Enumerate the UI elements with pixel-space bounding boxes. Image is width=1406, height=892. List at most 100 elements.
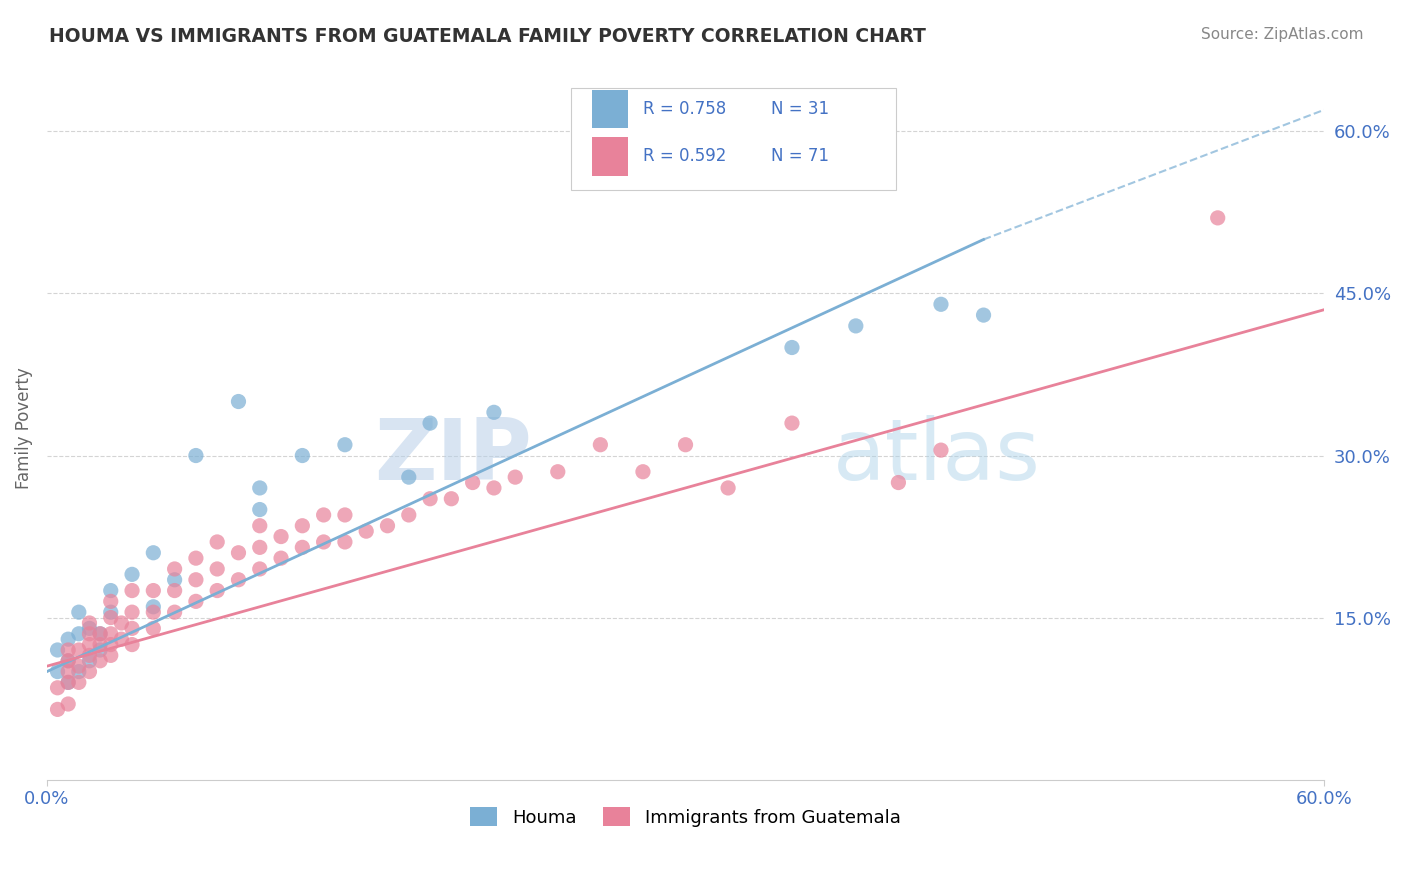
Point	[419, 491, 441, 506]
Point	[67, 605, 90, 619]
Point	[56, 665, 79, 679]
Point	[142, 605, 165, 619]
Point	[46, 643, 69, 657]
Point	[100, 610, 122, 624]
Point	[291, 541, 314, 555]
Point	[121, 567, 143, 582]
Text: atlas: atlas	[832, 415, 1040, 498]
Point	[89, 643, 111, 657]
Point	[973, 308, 995, 322]
Point	[482, 481, 505, 495]
Point	[89, 627, 111, 641]
Point	[110, 615, 132, 630]
Point	[163, 605, 186, 619]
Point	[100, 638, 122, 652]
Point	[79, 665, 101, 679]
Point	[56, 697, 79, 711]
Point	[121, 638, 143, 652]
Point	[249, 481, 271, 495]
Point	[46, 665, 69, 679]
Point	[184, 573, 207, 587]
Point	[163, 583, 186, 598]
Point	[398, 508, 420, 522]
Point	[100, 627, 122, 641]
Y-axis label: Family Poverty: Family Poverty	[15, 368, 32, 490]
Point	[589, 438, 612, 452]
Point	[929, 443, 952, 458]
Point	[89, 638, 111, 652]
Legend: Houma, Immigrants from Guatemala: Houma, Immigrants from Guatemala	[463, 800, 908, 834]
Point	[79, 654, 101, 668]
Point	[482, 405, 505, 419]
Point	[142, 621, 165, 635]
Point	[79, 621, 101, 635]
Point	[205, 562, 228, 576]
Point	[56, 654, 79, 668]
Point	[79, 638, 101, 652]
Text: R = 0.758: R = 0.758	[644, 100, 727, 118]
Point	[205, 535, 228, 549]
Point	[46, 681, 69, 695]
Text: HOUMA VS IMMIGRANTS FROM GUATEMALA FAMILY POVERTY CORRELATION CHART: HOUMA VS IMMIGRANTS FROM GUATEMALA FAMIL…	[49, 27, 927, 45]
Point	[547, 465, 569, 479]
Point	[780, 416, 803, 430]
Point	[845, 318, 868, 333]
Point	[142, 546, 165, 560]
Point	[100, 594, 122, 608]
Point	[354, 524, 377, 538]
Text: N = 71: N = 71	[770, 147, 830, 165]
Point	[249, 541, 271, 555]
Point	[333, 438, 356, 452]
Point	[56, 675, 79, 690]
Point	[67, 675, 90, 690]
Point	[163, 573, 186, 587]
Point	[312, 508, 335, 522]
Point	[333, 508, 356, 522]
Point	[163, 562, 186, 576]
Point	[56, 675, 79, 690]
FancyBboxPatch shape	[571, 88, 896, 190]
Point	[249, 502, 271, 516]
Point	[461, 475, 484, 490]
Point	[291, 518, 314, 533]
Text: Source: ZipAtlas.com: Source: ZipAtlas.com	[1201, 27, 1364, 42]
Point	[142, 599, 165, 614]
Point	[228, 394, 250, 409]
Point	[79, 648, 101, 663]
Point	[56, 643, 79, 657]
Point	[184, 594, 207, 608]
Point	[67, 643, 90, 657]
Point	[67, 659, 90, 673]
Point	[121, 621, 143, 635]
Point	[142, 583, 165, 598]
Point	[291, 449, 314, 463]
Bar	[592, 90, 628, 128]
Point	[675, 438, 697, 452]
Point	[121, 583, 143, 598]
Point	[89, 654, 111, 668]
Point	[419, 416, 441, 430]
Point	[205, 583, 228, 598]
Point	[67, 627, 90, 641]
Point	[100, 583, 122, 598]
Point	[100, 605, 122, 619]
Point	[184, 551, 207, 566]
Point	[270, 551, 292, 566]
Point	[56, 632, 79, 647]
Point	[333, 535, 356, 549]
Point	[717, 481, 740, 495]
Point	[929, 297, 952, 311]
Point	[184, 449, 207, 463]
Point	[1206, 211, 1229, 225]
Text: ZIP: ZIP	[374, 415, 533, 498]
Text: N = 31: N = 31	[770, 100, 830, 118]
Point	[79, 615, 101, 630]
Point	[249, 518, 271, 533]
Point	[110, 632, 132, 647]
Point	[780, 341, 803, 355]
Bar	[592, 137, 628, 176]
Point	[398, 470, 420, 484]
Point	[228, 546, 250, 560]
Point	[270, 530, 292, 544]
Point	[312, 535, 335, 549]
